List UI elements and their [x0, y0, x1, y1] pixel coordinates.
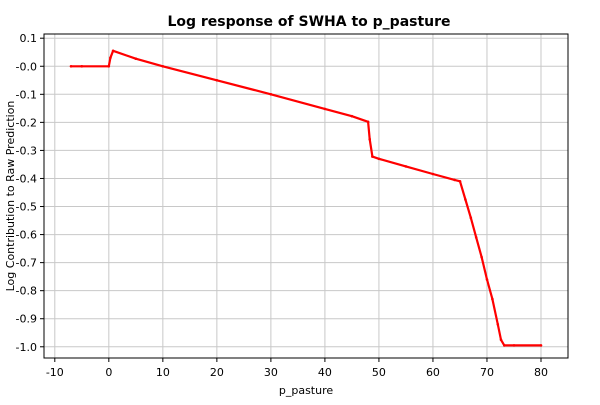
- data-point: [499, 338, 503, 342]
- x-tick-label: 50: [372, 366, 386, 379]
- data-point: [366, 120, 370, 124]
- y-axis-label: Log Contribution to Raw Prediction: [4, 101, 17, 292]
- data-point: [503, 344, 506, 347]
- data-point: [404, 165, 408, 168]
- data-point: [431, 172, 435, 176]
- y-tick-label: 0.1: [20, 32, 38, 45]
- x-tick-label: 10: [156, 366, 170, 379]
- data-point: [469, 216, 473, 219]
- x-tick-label: 20: [210, 366, 224, 379]
- data-point: [496, 323, 500, 326]
- y-tick-label: -0.4: [16, 172, 37, 185]
- data-point: [323, 107, 327, 111]
- y-ticks: 0.1 -0.0 -0.1 -0.2 -0.3 -0.4 -0.5 -0.6 -0.7 -0.8 -…: [16, 32, 44, 354]
- data-point: [350, 114, 354, 118]
- y-tick-label: -0.0: [16, 60, 37, 73]
- data-point: [215, 79, 219, 82]
- grid: [44, 34, 568, 358]
- data-point: [111, 49, 115, 53]
- y-tick-label: -0.9: [16, 313, 37, 326]
- x-tick-label: -10: [46, 366, 64, 379]
- data-point: [377, 157, 381, 161]
- y-tick-label: -0.3: [16, 144, 37, 157]
- y-tick-label: -1.0: [16, 341, 37, 354]
- data-point: [539, 344, 543, 347]
- x-tick-label: 0: [105, 366, 112, 379]
- data-point: [69, 65, 73, 68]
- chart-title: Log response of SWHA to p_pasture: [167, 14, 450, 30]
- data-point: [368, 137, 372, 141]
- data-point: [107, 65, 111, 68]
- data-point: [485, 278, 489, 281]
- y-tick-label: -0.7: [16, 257, 37, 270]
- data-point: [269, 93, 273, 96]
- data-point: [491, 297, 494, 301]
- data-point: [464, 198, 467, 201]
- x-tick-label: 70: [480, 366, 494, 379]
- x-tick-label: 30: [264, 366, 278, 379]
- data-point: [80, 65, 84, 68]
- y-tick-label: -0.6: [16, 229, 37, 242]
- series-line: [69, 49, 543, 347]
- data-point: [512, 344, 516, 347]
- data-point: [371, 155, 374, 158]
- series-layer: [69, 49, 543, 347]
- y-tick-label: -0.1: [16, 88, 37, 101]
- y-tick-label: -0.5: [16, 201, 37, 214]
- data-point: [480, 255, 483, 259]
- data-point: [109, 56, 112, 60]
- data-point: [134, 57, 138, 60]
- data-point: [458, 180, 462, 183]
- x-axis-label: p_pasture: [279, 384, 334, 397]
- x-tick-label: 60: [426, 366, 440, 379]
- data-point: [474, 236, 478, 239]
- x-tick-label: 80: [534, 366, 548, 379]
- x-ticks: -10 0 10 20 30 40 50 60 70 80: [46, 358, 548, 379]
- y-tick-label: -0.8: [16, 285, 37, 298]
- x-tick-label: 40: [318, 366, 332, 379]
- data-point: [161, 65, 165, 68]
- data-point: [453, 178, 456, 182]
- plot-frame: [43, 33, 569, 359]
- y-tick-label: -0.2: [16, 116, 37, 129]
